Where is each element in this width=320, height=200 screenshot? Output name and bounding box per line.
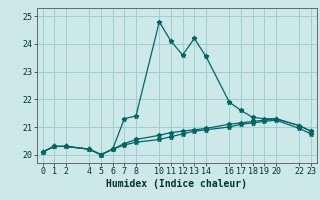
X-axis label: Humidex (Indice chaleur): Humidex (Indice chaleur) bbox=[106, 179, 247, 189]
